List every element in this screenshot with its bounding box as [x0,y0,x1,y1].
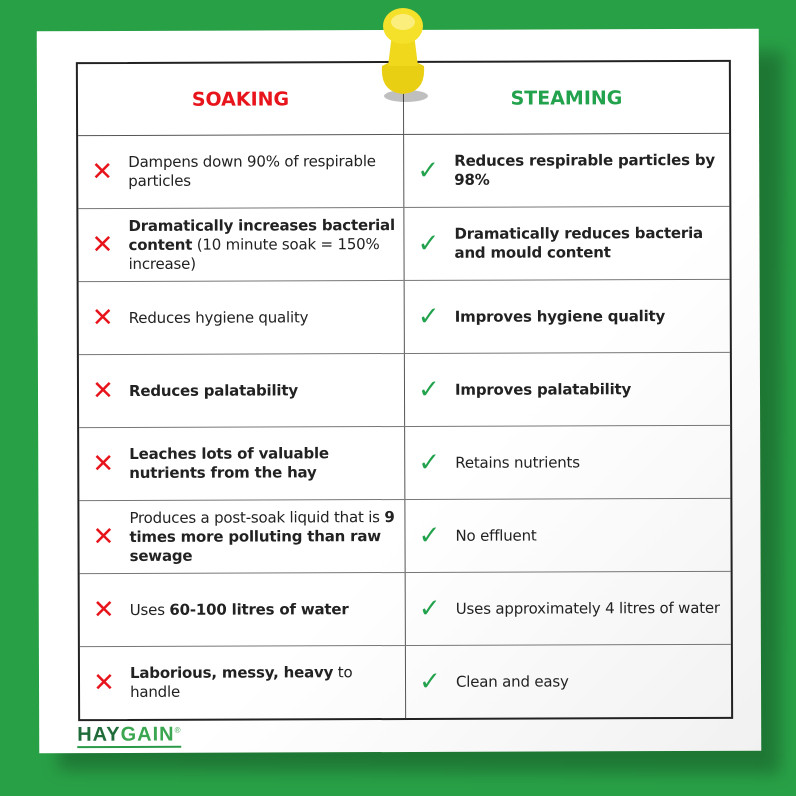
soaking-cell: ✕ Reduces hygiene quality [78,280,405,355]
text-segment: Uses approximately 4 litres of water [455,598,720,618]
steaming-cell: ✓ Reduces respirable particles by 98% [404,134,729,207]
check-icon: ✓ [418,374,440,405]
text-segment: Reduces respirable particles by 98% [454,150,716,189]
table-row: ✕ Reduces hygiene quality ✓ Improves hygien… [78,279,730,356]
table-row: ✕ Dramatically increases bacterial conten… [78,206,730,283]
steam-text: Clean and easy [456,672,569,691]
table-row: ✕ Laborious, messy, heavy to handle ✓ Clean… [79,645,731,720]
steam-text: No effluent [455,526,536,545]
soak-text: Dampens down 90% of respirable particles [128,152,403,191]
text-segment: Reduces palatability [128,380,298,400]
table-row: ✕ Leaches lots of valuable nutrients from… [79,425,731,502]
text-segment: No effluent [455,526,537,545]
soak-text: Reduces palatability [129,381,298,401]
text-segment: Improves hygiene quality [454,306,666,326]
push-pin-icon [381,8,428,102]
steaming-heading: STEAMING [510,86,623,110]
steam-text: Improves palatability [455,380,631,400]
check-icon: ✓ [417,155,440,186]
soak-text: Leaches lots of valuable nutrients from … [129,444,404,483]
steaming-cell: ✓ No effluent [405,499,730,572]
steaming-cell: ✓ Clean and easy [406,645,731,718]
check-icon: ✓ [418,447,441,478]
check-icon: ✓ [418,520,441,551]
cross-icon: ✕ [92,375,114,407]
check-icon: ✓ [417,228,440,259]
steaming-cell: ✓ Dramatically reduces bacteria and mould… [404,207,729,280]
check-icon: ✓ [417,301,440,332]
text-segment: Leaches lots of valuable nutrients from … [129,444,329,482]
cross-icon: ✕ [92,448,115,480]
table-row: ✕ Reduces palatability ✓ Improves palatabil… [78,352,731,429]
check-icon: ✓ [418,593,441,624]
logo-registered: ® [174,725,182,735]
haygain-logo: HAYGAIN® [77,720,182,748]
comparison-table: SOAKING STEAMING ✕ Dampens down 90% of re… [75,59,734,722]
soaking-cell: ✕ Reduces palatability [78,353,406,428]
note-paper: SOAKING STEAMING ✕ Dampens down 90% of re… [36,28,762,754]
text-segment: Dramatically reduces bacteria and mould … [454,223,703,262]
logo-part1: HAY [77,723,121,746]
soak-text: Laborious, messy, heavy to handle [130,663,405,702]
soak-text: Dramatically increases bacterial content… [128,215,403,273]
soaking-heading: SOAKING [77,62,405,136]
table-row: ✕ Produces a post-soak liquid that is 9 t… [79,498,731,575]
text-segment: Improves palatability [454,379,632,399]
steaming-cell: ✓ Improves palatability [405,353,730,426]
soak-text: Produces a post-soak liquid that is 9 ti… [129,507,404,565]
cross-icon: ✕ [91,156,114,188]
steaming-cell: ✓ Retains nutrients [405,426,730,499]
soaking-cell: ✕ Dampens down 90% of respirable particle… [78,134,405,209]
steaming-cell: ✓ Improves hygiene quality [405,280,730,353]
steam-text: Dramatically reduces bacteria and mould … [454,224,729,263]
soaking-cell: ✕ Laborious, messy, heavy to handle [79,645,407,720]
text-segment: Reduces hygiene quality [128,307,309,327]
steaming-cell: ✓ Uses approximately 4 litres of water [406,572,731,645]
text-segment: 60-100 litres of water [169,599,349,619]
soaking-cell: ✕ Leaches lots of valuable nutrients from… [79,426,406,501]
cross-icon: ✕ [91,302,114,334]
steam-text: Improves hygiene quality [455,307,665,327]
check-icon: ✓ [419,666,441,697]
table-row: ✕ Uses 60-100 litres of water ✓ Uses approx… [79,571,731,648]
text-segment: Retains nutrients [455,452,580,472]
cross-icon: ✕ [91,229,114,261]
text-segment: Uses [129,600,170,619]
table-body: ✕ Dampens down 90% of respirable particle… [78,133,731,720]
soaking-cell: ✕ Dramatically increases bacterial conten… [78,207,405,282]
logo-part2: GAIN [120,723,175,746]
steam-text: Reduces respirable particles by 98% [454,151,729,190]
table-row: ✕ Dampens down 90% of respirable particle… [78,133,730,210]
soak-text: Uses 60-100 litres of water [130,600,349,620]
soak-text: Reduces hygiene quality [129,308,309,328]
text-segment: Dampens down 90% of respirable particles [128,152,376,190]
cross-icon: ✕ [92,594,115,626]
text-segment: Clean and easy [455,671,569,691]
soaking-cell: ✕ Produces a post-soak liquid that is 9 t… [79,499,406,574]
text-segment: Produces a post-soak liquid that is [129,507,385,527]
soaking-cell: ✕ Uses 60-100 litres of water [79,572,406,647]
steam-text: Retains nutrients [455,453,580,472]
cross-icon: ✕ [93,667,115,699]
text-segment: Laborious, messy, heavy [129,663,334,682]
cross-icon: ✕ [92,521,115,553]
steam-text: Uses approximately 4 litres of water [456,598,720,618]
